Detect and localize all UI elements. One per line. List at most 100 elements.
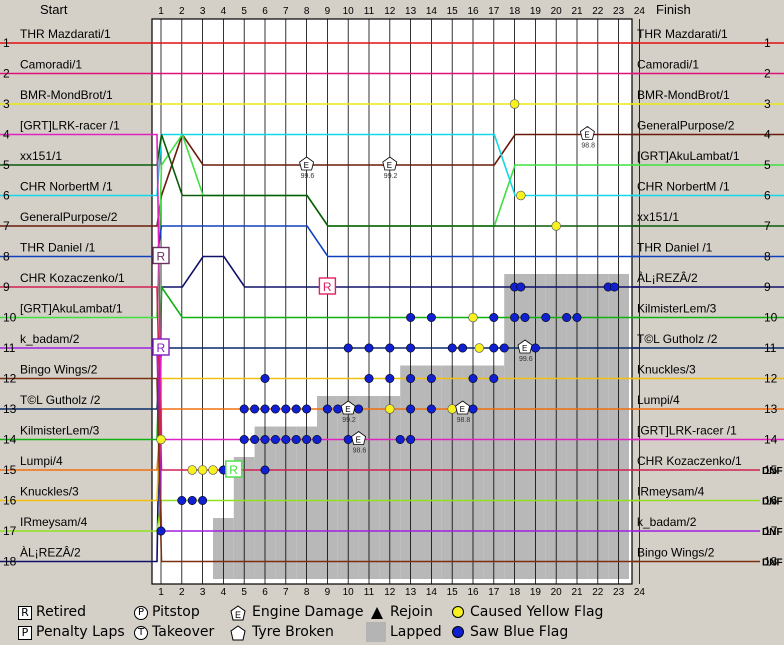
- engine-damage-marker: [299, 156, 315, 171]
- lap-label-bottom: 14: [426, 587, 438, 598]
- finish-driver-label: [GRT]LRK-racer /1: [637, 424, 737, 438]
- position-label-left: 16: [3, 494, 17, 508]
- legend-rejoin: Rejoin: [390, 604, 433, 620]
- engine-damage-marker: [340, 400, 356, 415]
- dnf-label: DNF: [762, 497, 783, 508]
- retired-icon: R: [18, 606, 32, 620]
- lapped-icon: [366, 622, 386, 642]
- blue-flag-marker: [609, 282, 619, 292]
- start-driver-label: KilmisterLem/3: [20, 424, 100, 438]
- blue-flag-marker: [250, 434, 260, 444]
- yellow-flag-marker: [208, 465, 218, 475]
- lap-label-top: 12: [384, 6, 396, 17]
- blue-flag-marker: [364, 373, 374, 383]
- blue-flag-marker: [406, 404, 416, 414]
- blue-flag-marker: [406, 434, 416, 444]
- blue-flag-marker: [385, 373, 395, 383]
- position-label-right: 17: [764, 524, 778, 538]
- lap-label-bottom: 21: [571, 587, 583, 598]
- blue-flag-marker: [187, 495, 197, 505]
- finish-driver-label: GeneralPurpose/2: [637, 119, 735, 133]
- lap-label-bottom: 16: [467, 587, 479, 598]
- retired-letter: R: [157, 341, 166, 355]
- blue-flag-marker: [312, 434, 322, 444]
- lap-label-top: 20: [551, 6, 563, 17]
- blue-flag-marker: [572, 312, 582, 322]
- blue-flag-marker: [291, 404, 301, 414]
- lap-label-bottom: 15: [447, 587, 459, 598]
- position-label-right: 4: [764, 128, 771, 142]
- blue-flag-marker: [343, 343, 353, 353]
- blue-flag-marker: [364, 343, 374, 353]
- driver-line: [152, 133, 640, 441]
- lap-label-top: 9: [325, 6, 331, 17]
- lap-label-bottom: 1: [158, 587, 164, 598]
- yellow-flag-marker: [187, 465, 197, 475]
- lap-label-bottom: 20: [551, 587, 563, 598]
- position-label-right: 3: [764, 97, 771, 111]
- lap-label-top: 18: [509, 6, 521, 17]
- start-driver-label: GeneralPurpose/2: [20, 210, 118, 224]
- position-label-left: 13: [3, 402, 17, 416]
- start-driver-label: [GRT]LRK-racer /1: [20, 119, 120, 133]
- retired-marker: [225, 460, 243, 478]
- blue-flag-marker: [177, 495, 187, 505]
- blue-flag-marker: [281, 404, 291, 414]
- blue-flag-marker: [520, 312, 530, 322]
- position-label-left: 9: [3, 280, 10, 294]
- event-markers: E 99.6 E 99.2 E 98.8 E 99.2 E 98.8 E 98.6 E 99.6 R R R R: [152, 99, 619, 536]
- position-label-right: 10: [764, 311, 778, 325]
- position-label-left: 17: [3, 524, 17, 538]
- legend-tyre: Tyre Broken: [252, 624, 334, 640]
- yellow-flag-marker: [385, 404, 395, 414]
- start-driver-label: ÀL¡REZÂ/2: [20, 545, 81, 560]
- lap-label-top: 24: [634, 6, 646, 17]
- blue-flag-marker: [385, 343, 395, 353]
- engine-damage-marker: [579, 126, 595, 140]
- lap-label-top: 21: [571, 6, 583, 17]
- driver-line: [152, 499, 640, 532]
- start-driver-label: Bingo Wings/2: [20, 363, 98, 377]
- position-label-left: 18: [3, 555, 17, 569]
- blue-flag-marker: [426, 404, 436, 414]
- legend-takeover: Takeover: [152, 624, 215, 640]
- legend-pitstop: Pitstop: [152, 604, 200, 620]
- blue-flag-marker: [239, 434, 249, 444]
- lap-label-top: 14: [426, 6, 438, 17]
- position-label-left: 2: [3, 67, 10, 81]
- start-driver-label: [GRT]AkuLambat/1: [20, 302, 123, 316]
- blue-flag-marker: [406, 312, 416, 322]
- blue-flag-marker: [343, 434, 353, 444]
- dnf-label: DNF: [762, 527, 783, 538]
- retired-letter: R: [157, 250, 166, 264]
- engine-damage-value: 98.6: [353, 448, 367, 455]
- driver-line: [152, 225, 640, 258]
- blue-flag-marker: [468, 373, 478, 383]
- finish-driver-label: THR Daniel /1: [637, 241, 713, 255]
- lap-label-bottom: 18: [509, 587, 521, 598]
- retired-letter: R: [323, 280, 332, 294]
- yellow-flag-marker: [468, 312, 478, 323]
- blue-flag-marker: [541, 312, 551, 322]
- position-label-left: 12: [3, 372, 17, 386]
- position-label-left: 7: [3, 219, 10, 233]
- lap-label-bottom: 9: [325, 587, 331, 598]
- finish-driver-label: Camoradi/1: [637, 58, 699, 72]
- driver-line: [152, 347, 640, 532]
- race-position-chart: Start Finish E 99.6 E 99.2 E 98.8 E 99.2 E 98.8 E 9…: [0, 2, 784, 598]
- lap-label-top: 4: [221, 6, 227, 17]
- position-label-right: 18: [764, 555, 778, 569]
- blue-flag-marker: [260, 373, 270, 383]
- start-driver-label: T©L Gutholz /2: [20, 393, 101, 407]
- start-driver-label: IRmeysam/4: [20, 515, 88, 529]
- engine-damage-letter: E: [387, 161, 392, 170]
- rejoin-icon: [371, 607, 383, 619]
- penalty-icon: P: [18, 626, 32, 640]
- lap-label-bottom: 13: [405, 587, 417, 598]
- lap-label-top: 2: [179, 6, 185, 17]
- position-label-right: 16: [764, 494, 778, 508]
- retired-marker: [152, 338, 170, 356]
- lap-label-top: 5: [241, 6, 247, 17]
- engine-damage-value: 99.6: [519, 356, 533, 363]
- engine-damage-marker: [517, 339, 533, 354]
